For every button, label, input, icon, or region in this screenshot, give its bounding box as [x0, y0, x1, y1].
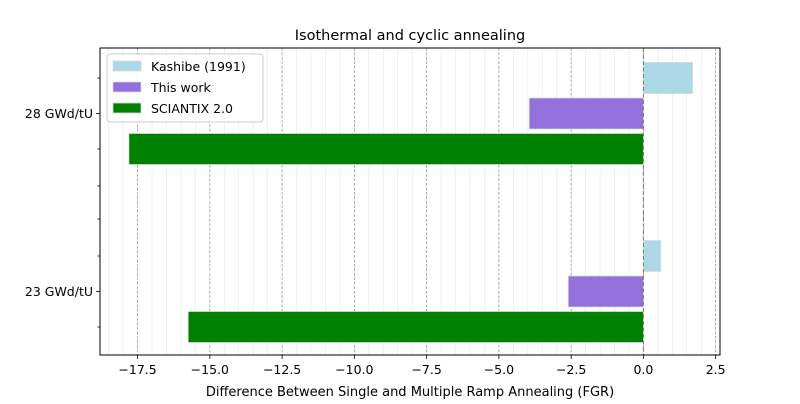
bars-layer	[128, 62, 693, 343]
x-tick-label: −2.5	[556, 362, 586, 377]
legend-label: This work	[150, 80, 212, 95]
bar-this-work-28	[528, 97, 644, 130]
x-tick-label: −5.0	[484, 362, 514, 377]
bar-kashibe-1991-23	[643, 240, 662, 272]
x-tick-label: −7.5	[411, 362, 441, 377]
bar-kashibe-1991-28	[643, 62, 693, 94]
y-axis-ticks: 23 GWd/tU 28 GWd/tU	[25, 77, 100, 328]
legend-swatch	[112, 102, 142, 114]
x-tick-label: −10.0	[335, 362, 373, 377]
bar-sciantix-2-0-23	[187, 311, 644, 343]
x-tick-label: 2.5	[706, 362, 726, 377]
legend-swatch	[112, 81, 142, 93]
legend-box	[106, 53, 264, 123]
x-tick-label: 0.0	[633, 362, 653, 377]
bar-this-work-23	[567, 275, 644, 308]
legend-swatch	[112, 60, 142, 72]
x-axis-label: Difference Between Single and Multiple R…	[206, 385, 614, 400]
bar-sciantix-2-0-28	[128, 133, 644, 165]
x-tick-label: −17.5	[118, 362, 156, 377]
legend-label: SCIANTIX 2.0	[151, 101, 233, 116]
x-tick-label: −12.5	[263, 362, 301, 377]
legend-label: Kashibe (1991)	[151, 59, 246, 74]
x-axis-ticks: −17.5 −15.0 −12.5 −10.0 −7.5 −5.0 −2.5 0.0 2.5	[118, 355, 726, 377]
legend: Kashibe (1991) This work SCIANTIX 2.0	[106, 53, 264, 123]
x-tick-label: −15.0	[191, 362, 229, 377]
y-tick-label: 23 GWd/tU	[25, 284, 93, 299]
y-tick-label: 28 GWd/tU	[25, 106, 93, 121]
chart-title: Isothermal and cyclic annealing	[295, 28, 525, 44]
plot-frame	[99, 47, 721, 356]
